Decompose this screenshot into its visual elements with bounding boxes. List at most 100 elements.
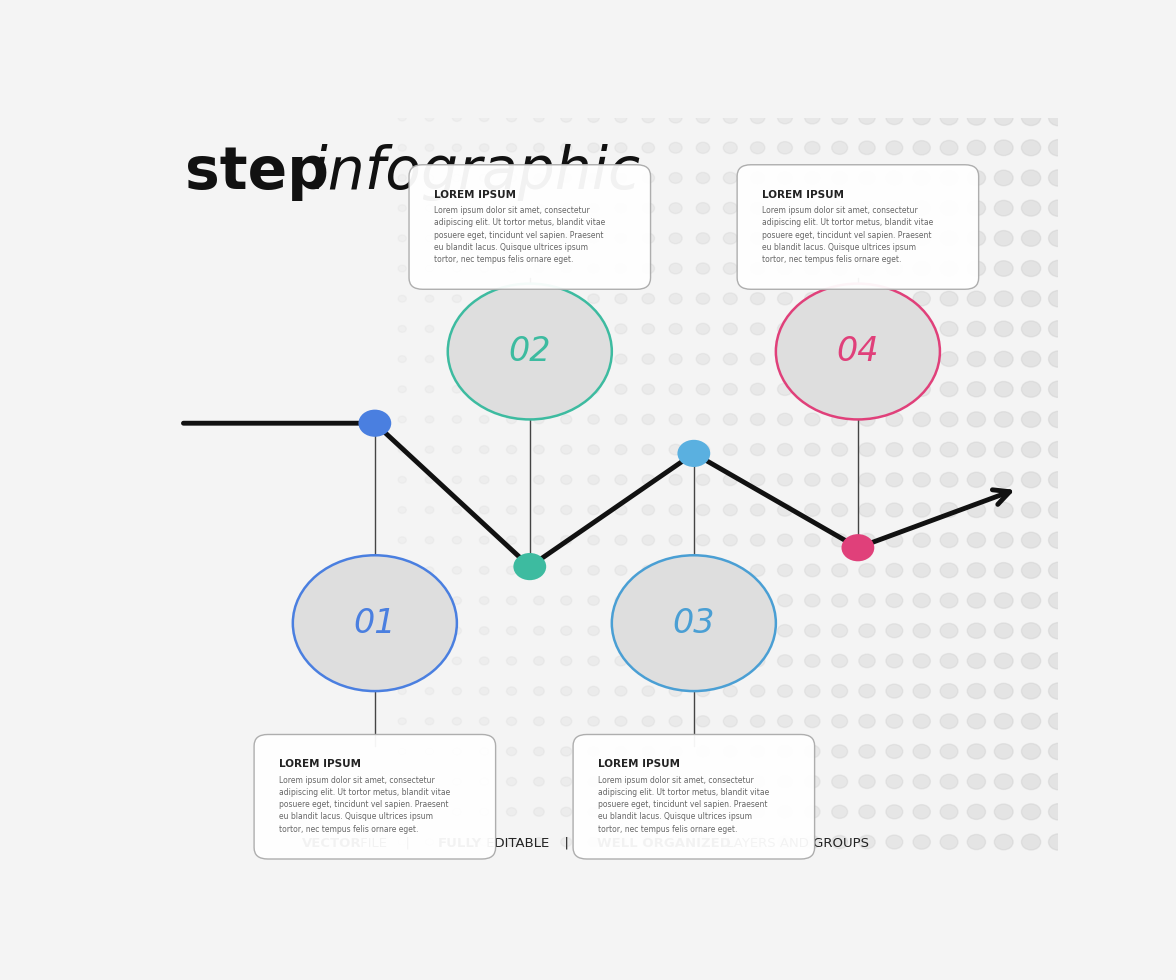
Circle shape (967, 472, 985, 487)
Text: |: | (396, 837, 417, 850)
Text: infographic: infographic (293, 144, 640, 201)
Circle shape (967, 171, 985, 185)
Circle shape (588, 565, 600, 575)
Circle shape (886, 262, 903, 275)
Circle shape (940, 835, 958, 850)
Circle shape (995, 744, 1013, 760)
Circle shape (886, 443, 903, 457)
Circle shape (453, 597, 461, 605)
Circle shape (507, 777, 516, 786)
Circle shape (588, 415, 600, 424)
Circle shape (750, 836, 764, 848)
Circle shape (886, 141, 903, 155)
Circle shape (534, 626, 544, 635)
Circle shape (723, 595, 737, 607)
Circle shape (831, 322, 848, 335)
Circle shape (448, 283, 612, 419)
Circle shape (642, 716, 655, 726)
Circle shape (615, 716, 627, 726)
Circle shape (995, 804, 1013, 819)
Circle shape (426, 476, 434, 483)
Circle shape (399, 144, 406, 151)
Circle shape (534, 475, 544, 484)
Circle shape (913, 684, 930, 699)
Circle shape (453, 385, 461, 393)
Circle shape (696, 746, 709, 757)
Circle shape (940, 805, 958, 819)
Circle shape (967, 110, 985, 125)
Circle shape (561, 626, 572, 635)
Circle shape (1022, 834, 1041, 850)
Circle shape (1022, 593, 1041, 609)
Circle shape (1022, 773, 1041, 790)
Circle shape (642, 323, 655, 334)
Circle shape (750, 172, 764, 184)
Circle shape (1022, 563, 1041, 578)
Circle shape (777, 263, 793, 274)
Circle shape (858, 141, 875, 155)
Circle shape (967, 230, 985, 246)
Circle shape (777, 383, 793, 395)
Circle shape (1076, 411, 1096, 428)
Text: Lorem ipsum dolor sit amet, consectetur
adipiscing elit. Ut tortor metus, blandi: Lorem ipsum dolor sit amet, consectetur … (762, 206, 933, 264)
Circle shape (561, 173, 572, 182)
Text: FULLY: FULLY (437, 837, 482, 850)
Circle shape (453, 265, 461, 272)
Circle shape (615, 505, 627, 514)
Circle shape (913, 413, 930, 426)
Circle shape (995, 171, 1013, 186)
Circle shape (399, 839, 406, 846)
Circle shape (696, 474, 709, 485)
Circle shape (480, 265, 489, 272)
Circle shape (913, 593, 930, 608)
Circle shape (399, 476, 406, 483)
Circle shape (669, 807, 682, 817)
Circle shape (399, 205, 406, 212)
Circle shape (480, 385, 489, 393)
Circle shape (723, 534, 737, 546)
Text: step: step (186, 144, 329, 201)
Circle shape (534, 687, 544, 696)
Circle shape (1076, 683, 1096, 700)
Circle shape (426, 658, 434, 664)
Circle shape (940, 684, 958, 699)
Circle shape (534, 596, 544, 605)
Circle shape (507, 355, 516, 364)
Circle shape (534, 173, 544, 182)
Circle shape (615, 203, 627, 213)
Circle shape (669, 595, 682, 606)
Circle shape (696, 384, 709, 395)
Circle shape (995, 291, 1013, 307)
Circle shape (1049, 381, 1068, 398)
Circle shape (995, 472, 1013, 488)
FancyBboxPatch shape (573, 734, 815, 859)
Circle shape (696, 807, 709, 817)
Circle shape (507, 475, 516, 484)
Circle shape (507, 265, 516, 272)
Circle shape (588, 657, 600, 665)
Circle shape (642, 113, 655, 122)
Circle shape (669, 474, 682, 485)
Circle shape (534, 355, 544, 364)
Circle shape (750, 595, 764, 607)
Circle shape (913, 774, 930, 789)
Circle shape (831, 685, 848, 698)
Circle shape (1022, 351, 1041, 368)
Circle shape (967, 834, 985, 850)
Circle shape (750, 504, 764, 515)
Circle shape (967, 201, 985, 216)
Circle shape (696, 293, 709, 304)
Circle shape (940, 713, 958, 729)
Circle shape (1049, 804, 1068, 820)
Circle shape (453, 356, 461, 363)
Circle shape (1022, 381, 1041, 397)
Circle shape (534, 808, 544, 816)
Circle shape (886, 835, 903, 849)
Circle shape (940, 261, 958, 276)
Circle shape (642, 354, 655, 365)
Circle shape (750, 776, 764, 788)
Circle shape (480, 204, 489, 212)
Circle shape (507, 717, 516, 725)
Circle shape (669, 837, 682, 848)
Circle shape (940, 563, 958, 578)
